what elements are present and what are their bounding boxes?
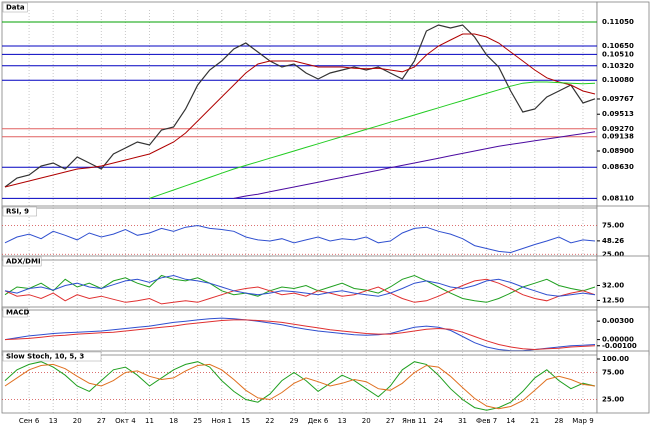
series-line bbox=[4, 24, 596, 188]
y-tick-label: 12.50 bbox=[602, 296, 624, 304]
series-line bbox=[4, 224, 596, 254]
series-line bbox=[4, 33, 596, 188]
x-tick-label: 14 bbox=[506, 417, 515, 425]
y-tick-label: 25.00 bbox=[602, 250, 624, 258]
y-tick-label: 0.00000 bbox=[602, 336, 634, 344]
series-line bbox=[4, 278, 596, 305]
x-tick-label: 20 bbox=[73, 417, 82, 425]
y-tick-label: 75.00 bbox=[602, 222, 624, 230]
y-tick-label: 100.00 bbox=[602, 355, 629, 363]
y-tick-label: 0.11050 bbox=[602, 18, 634, 26]
x-tick-label: 22 bbox=[265, 417, 274, 425]
panel-title: MACD bbox=[6, 309, 30, 317]
y-tick-label: 0.00300 bbox=[602, 317, 634, 325]
x-tick-label: 24 bbox=[434, 417, 443, 425]
x-tick-label: 13 bbox=[338, 417, 347, 425]
panel-title: ADX/DMI bbox=[6, 258, 41, 266]
y-tick-label: 0.09138 bbox=[602, 133, 634, 141]
series-line bbox=[4, 274, 596, 303]
y-tick-label: 0.08630 bbox=[602, 163, 634, 171]
y-tick-label: 48.26 bbox=[602, 237, 624, 245]
axis-strip bbox=[596, 205, 650, 261]
x-tick-label: 28 bbox=[554, 417, 563, 425]
series-line bbox=[149, 81, 596, 199]
panel-title: Data bbox=[6, 4, 25, 12]
axis-strip bbox=[596, 306, 650, 356]
x-tick-label: 15 bbox=[241, 417, 250, 425]
series-line bbox=[233, 131, 596, 199]
panel-title-box bbox=[2, 256, 42, 267]
x-tick-label: Мар 9 bbox=[572, 417, 593, 425]
x-tick-label: 27 bbox=[97, 417, 106, 425]
series-line bbox=[4, 319, 596, 351]
x-tick-label: 31 bbox=[458, 417, 467, 425]
y-tick-label: 0.10320 bbox=[602, 62, 634, 70]
series-line bbox=[4, 363, 596, 410]
y-tick-label: -0.00100 bbox=[602, 342, 637, 350]
y-tick-label: 0.08900 bbox=[602, 147, 634, 155]
y-tick-label: 75.00 bbox=[602, 369, 624, 377]
x-tick-label: Фев 7 bbox=[476, 417, 497, 425]
x-tick-label: 25 bbox=[193, 417, 202, 425]
x-tick-label: 29 bbox=[290, 417, 299, 425]
y-tick-label: 0.10650 bbox=[602, 42, 634, 50]
x-tick-label: 21 bbox=[530, 417, 539, 425]
axis-strip bbox=[596, 255, 650, 311]
x-tick-label: 11 bbox=[145, 417, 154, 425]
panel-title-box bbox=[2, 351, 102, 362]
panel-title-box bbox=[2, 206, 37, 217]
panel-title: RSI, 9 bbox=[6, 208, 29, 216]
x-tick-label: Ноя 1 bbox=[212, 417, 232, 425]
y-tick-label: 0.10080 bbox=[602, 76, 634, 84]
series-line bbox=[4, 274, 596, 297]
y-tick-label: 0.09270 bbox=[602, 125, 634, 133]
x-tick-label: 13 bbox=[49, 417, 58, 425]
x-tick-label: Окт 4 bbox=[115, 417, 136, 425]
y-tick-label: 0.08110 bbox=[602, 194, 634, 202]
x-tick-label: 20 bbox=[362, 417, 371, 425]
x-tick-label: Дек 6 bbox=[308, 417, 329, 425]
panel-title-box bbox=[2, 2, 28, 13]
x-tick-label: 18 bbox=[169, 417, 178, 425]
y-tick-label: 0.09767 bbox=[602, 95, 634, 103]
y-tick-label: 25.00 bbox=[602, 396, 624, 404]
y-tick-label: 0.10510 bbox=[602, 50, 634, 58]
panel-title-box bbox=[2, 307, 28, 318]
axis-strip bbox=[596, 350, 650, 414]
y-tick-label: 32.00 bbox=[602, 281, 624, 289]
axis-strip bbox=[596, 1, 650, 209]
x-tick-label: 27 bbox=[386, 417, 395, 425]
series-line bbox=[4, 317, 596, 352]
x-tick-label: Сен 6 bbox=[19, 417, 40, 425]
x-tick-label: Янв 11 bbox=[402, 417, 427, 425]
panel-title: Slow Stoch, 10, 5, 3 bbox=[6, 353, 84, 361]
y-tick-label: 0.09513 bbox=[602, 110, 634, 118]
